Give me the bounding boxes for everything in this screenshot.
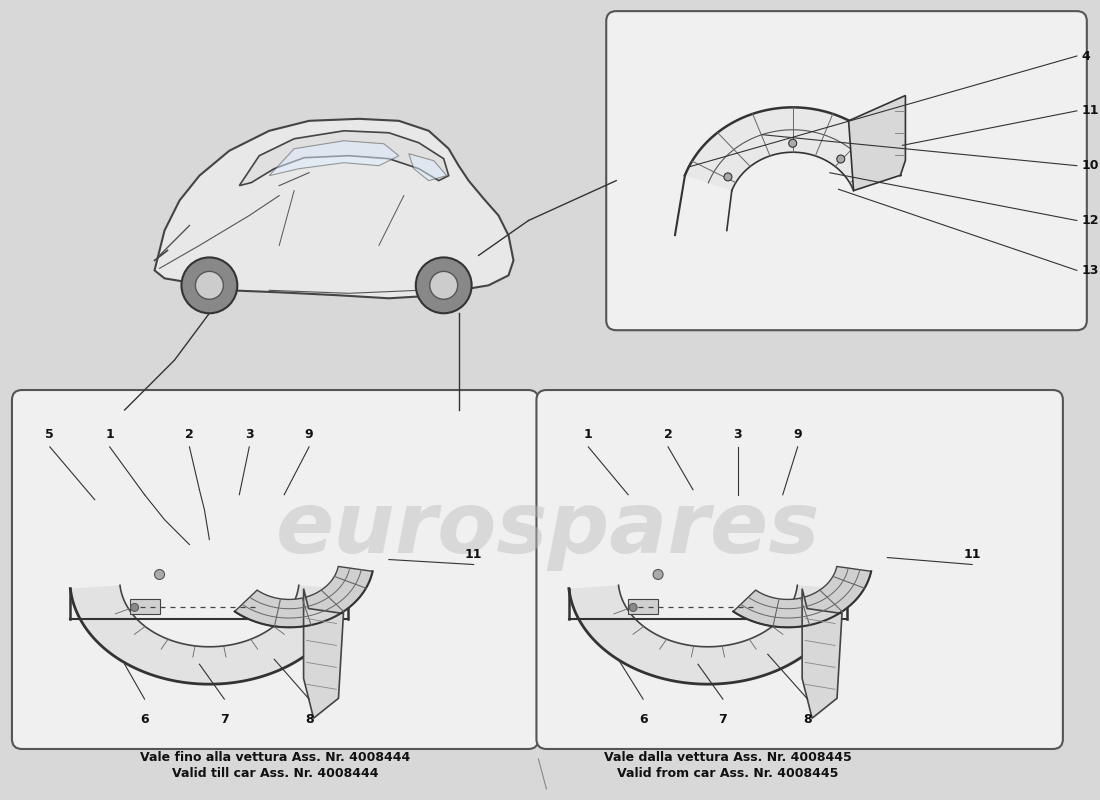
- Polygon shape: [569, 586, 847, 684]
- Text: 7: 7: [718, 713, 727, 726]
- Text: 1: 1: [584, 428, 593, 442]
- Text: 2: 2: [663, 428, 672, 442]
- Polygon shape: [734, 566, 871, 627]
- Text: 3: 3: [245, 428, 254, 442]
- Polygon shape: [409, 154, 447, 181]
- Circle shape: [154, 570, 165, 579]
- Text: 4: 4: [1081, 50, 1090, 62]
- Polygon shape: [685, 107, 901, 190]
- Circle shape: [131, 603, 139, 611]
- Circle shape: [724, 173, 732, 181]
- Circle shape: [430, 271, 458, 299]
- Circle shape: [837, 155, 845, 163]
- Circle shape: [629, 603, 637, 611]
- Polygon shape: [154, 119, 514, 298]
- Text: 3: 3: [734, 428, 742, 442]
- Text: Vale dalla vettura Ass. Nr. 4008445: Vale dalla vettura Ass. Nr. 4008445: [604, 751, 851, 764]
- FancyBboxPatch shape: [12, 390, 538, 749]
- Circle shape: [182, 258, 238, 314]
- Polygon shape: [848, 95, 905, 190]
- Circle shape: [416, 258, 472, 314]
- Text: Vale fino alla vettura Ass. Nr. 4008444: Vale fino alla vettura Ass. Nr. 4008444: [140, 751, 410, 764]
- Text: 11: 11: [964, 548, 981, 561]
- Text: eurospares: eurospares: [276, 488, 821, 571]
- Text: 6: 6: [141, 713, 149, 726]
- Bar: [130, 599, 159, 614]
- Text: 2: 2: [185, 428, 194, 442]
- Text: 10: 10: [1081, 159, 1099, 172]
- Polygon shape: [70, 586, 349, 684]
- Text: 11: 11: [465, 548, 483, 561]
- Circle shape: [789, 139, 796, 147]
- Text: Valid till car Ass. Nr. 4008444: Valid till car Ass. Nr. 4008444: [172, 767, 378, 780]
- Bar: [628, 599, 658, 614]
- Text: 9: 9: [793, 428, 802, 442]
- Text: 11: 11: [1081, 104, 1099, 118]
- Polygon shape: [270, 141, 399, 176]
- Text: 1: 1: [106, 428, 114, 442]
- Polygon shape: [304, 589, 343, 718]
- FancyBboxPatch shape: [537, 390, 1063, 749]
- Text: 9: 9: [305, 428, 314, 442]
- Text: Valid from car Ass. Nr. 4008445: Valid from car Ass. Nr. 4008445: [617, 767, 838, 780]
- Text: 13: 13: [1081, 264, 1099, 277]
- FancyBboxPatch shape: [606, 11, 1087, 330]
- Text: 5: 5: [45, 428, 54, 442]
- Circle shape: [196, 271, 223, 299]
- Polygon shape: [234, 566, 373, 627]
- Text: 6: 6: [639, 713, 648, 726]
- Text: 8: 8: [305, 713, 314, 726]
- Polygon shape: [240, 130, 449, 186]
- Text: 7: 7: [220, 713, 229, 726]
- Polygon shape: [802, 589, 842, 718]
- Circle shape: [653, 570, 663, 579]
- Text: 12: 12: [1081, 214, 1099, 227]
- Text: 8: 8: [803, 713, 812, 726]
